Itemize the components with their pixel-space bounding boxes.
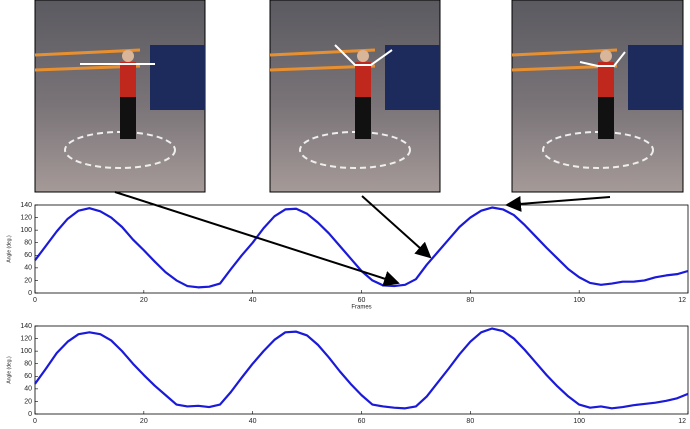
y-tick-label: 80 (24, 240, 32, 247)
photo (34, 0, 206, 193)
photo (511, 0, 684, 193)
y-tick-label: 0 (28, 290, 32, 297)
x-tick-label: 12 (678, 418, 686, 425)
photo (269, 0, 441, 193)
y-tick-label: 100 (20, 227, 32, 234)
y-tick-label: 120 (20, 214, 32, 221)
x-tick-label: 20 (140, 297, 148, 304)
data-line (34, 327, 689, 410)
plot-frame (34, 325, 689, 415)
y-tick-label: 40 (24, 265, 32, 272)
x-tick-label: 80 (466, 418, 474, 425)
y-tick-label: 0 (28, 411, 32, 418)
y-tick-label: 20 (24, 398, 32, 405)
x-tick-label: 40 (249, 297, 257, 304)
x-tick-label: 40 (249, 418, 257, 425)
y-tick-label: 100 (20, 348, 32, 355)
y-axis-label: Angle (deg.) (6, 356, 12, 384)
x-tick-label: 80 (466, 297, 474, 304)
y-tick-label: 80 (24, 361, 32, 368)
x-tick-label: 100 (573, 418, 585, 425)
data-line (34, 206, 689, 289)
x-tick-label: 20 (140, 418, 148, 425)
y-tick-label: 40 (24, 386, 32, 393)
x-axis-label: Frames (351, 305, 371, 311)
x-tick-label: 0 (33, 297, 37, 304)
y-axis-label: Angle (deg.) (6, 235, 12, 263)
y-tick-label: 120 (20, 335, 32, 342)
x-tick-label: 12 (678, 297, 686, 304)
x-tick-label: 100 (573, 297, 585, 304)
y-tick-label: 60 (24, 373, 32, 380)
plot-frame (34, 204, 689, 294)
y-tick-label: 60 (24, 252, 32, 259)
y-tick-label: 140 (20, 323, 32, 330)
x-tick-label: 0 (33, 418, 37, 425)
x-tick-label: 60 (358, 418, 366, 425)
y-tick-label: 20 (24, 277, 32, 284)
arrows (114, 191, 611, 287)
y-tick-label: 140 (20, 202, 32, 209)
x-tick-label: 60 (358, 297, 366, 304)
